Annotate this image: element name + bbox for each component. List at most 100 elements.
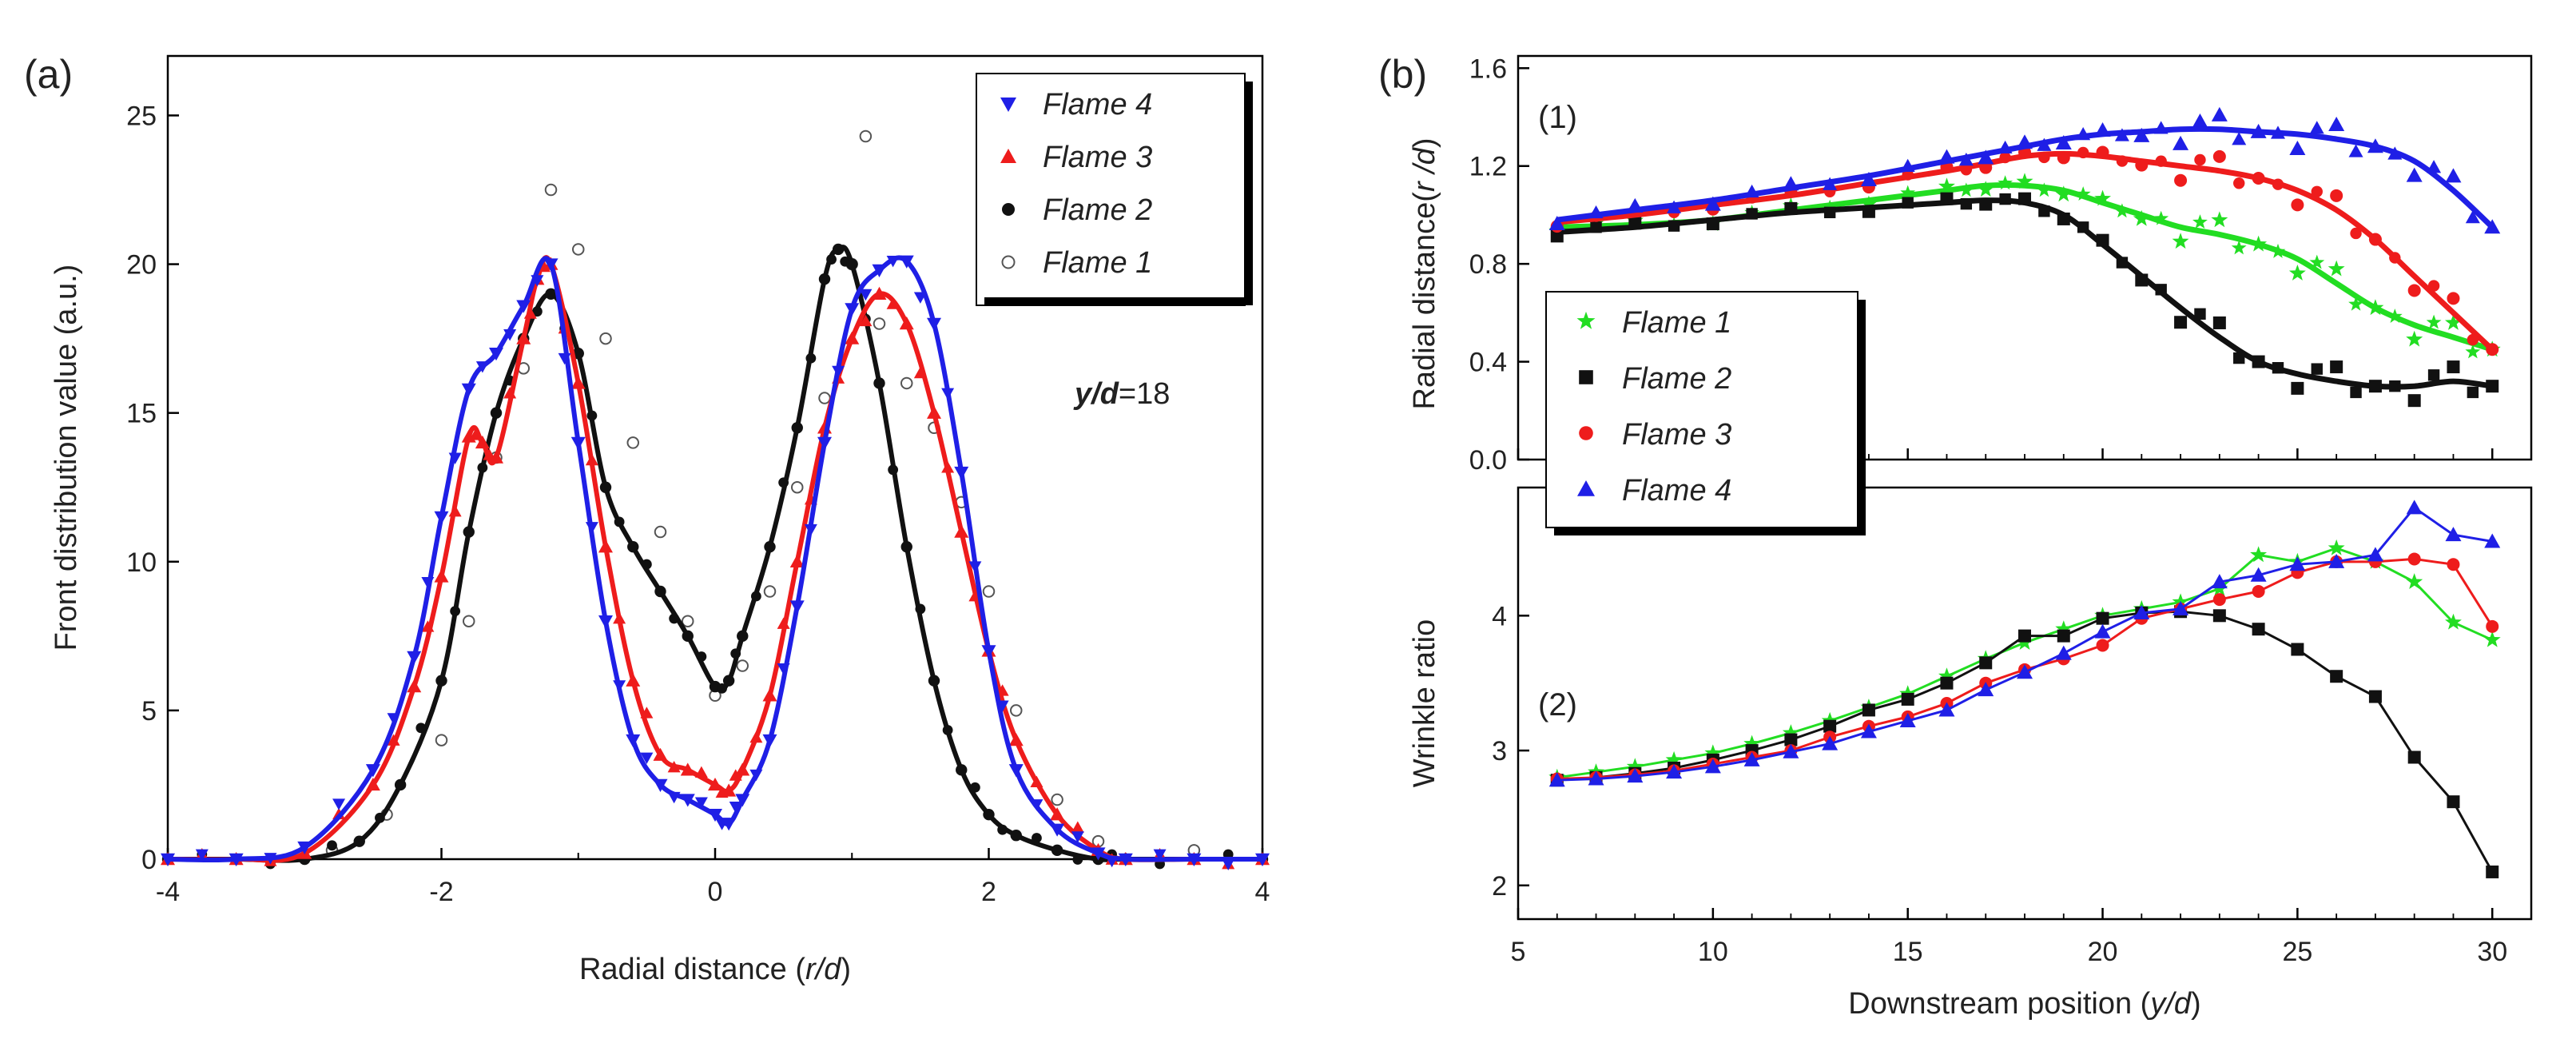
panel-a-data-point xyxy=(900,540,912,553)
panel-b1-sublabel: (1) xyxy=(1538,100,1577,135)
panel-a-legend-marker xyxy=(1000,149,1016,163)
panel-b2-data-point xyxy=(2483,631,2501,647)
panel-a-data-point xyxy=(469,428,483,440)
panel-b2-data-point xyxy=(2017,664,2033,679)
panel-b1-data-point xyxy=(2272,362,2284,374)
panel-a-data-point xyxy=(572,243,585,256)
panel-a-xtick-label: -4 xyxy=(156,877,180,907)
panel-a-data-point xyxy=(490,407,503,419)
panel-b1-data-point xyxy=(2447,360,2460,374)
panel-b2-series-line xyxy=(1556,547,2493,779)
panel-a-data-point xyxy=(503,387,517,399)
panel-b1-ytick-label: 0.4 xyxy=(1469,348,1507,378)
panel-a-data-point xyxy=(1030,775,1044,788)
panel-a-data-point xyxy=(764,540,776,553)
panel-a-data-point xyxy=(570,376,586,389)
panel-b2-data-point xyxy=(1899,712,1916,727)
panel-a-data-point xyxy=(415,723,427,734)
panel-b1-data-point xyxy=(2484,219,2501,234)
panel-b1-ytick-label: 0.0 xyxy=(1469,445,1507,476)
panel-b1-data-point xyxy=(1550,229,1564,243)
panel-b: 5 10 15 20 25 30 0.0 0.4 0.8 1.2 1.6 2 3 4 Downstream … xyxy=(1408,54,2533,1021)
panel-b1-data-point xyxy=(2328,117,2345,132)
panel-a-data-point xyxy=(407,651,422,664)
panel-b2-data-point xyxy=(1783,743,1799,758)
panel-b2-data-point xyxy=(2447,795,2460,809)
panel-a-data-point xyxy=(941,388,955,400)
panel-b2-data-point xyxy=(1626,758,1644,774)
panel-b1-data-point xyxy=(2116,257,2129,269)
panel-a-data-point xyxy=(763,585,777,598)
panel-b2-data-point xyxy=(1782,724,1799,740)
panel-b2-series-flame-1 xyxy=(1548,539,2501,785)
panel-a-ytick-label: 10 xyxy=(126,547,157,578)
panel-b1-data-point xyxy=(2077,221,2089,233)
panel-b-legend-label: Flame 3 xyxy=(1622,418,1731,452)
panel-a-data-point xyxy=(777,617,790,629)
panel-a-data-point xyxy=(613,680,626,692)
panel-a-legend-marker xyxy=(1002,203,1015,216)
panel-b2-xtick-label: 5 xyxy=(1511,937,1526,967)
panel-a-data-point xyxy=(1032,833,1042,843)
panel-a-data-point xyxy=(729,802,742,814)
panel-b2-data-point xyxy=(2018,629,2031,643)
panel-b1-data-point xyxy=(2348,296,2363,311)
panel-a-data-point xyxy=(969,782,980,793)
panel-b1-data-point xyxy=(1902,197,1914,209)
panel-a-data-point xyxy=(477,462,488,473)
panel-a-data-point xyxy=(1010,830,1022,842)
panel-a-data-point xyxy=(778,477,789,488)
panel-a-data-point xyxy=(859,289,873,301)
panel-b1-data-point xyxy=(2465,210,2480,224)
panel-a-data-point xyxy=(387,713,400,725)
panel-b1-data-point xyxy=(1978,149,1994,165)
panel-a-data-point xyxy=(913,292,927,304)
panel-a-data-point xyxy=(845,303,860,316)
panel-a-data-point xyxy=(1153,849,1167,861)
panel-a-data-point xyxy=(888,464,899,476)
panel-a-data-point xyxy=(696,651,707,662)
panel-b2-series-line xyxy=(1556,610,2494,873)
panel-b2-data-point xyxy=(2368,690,2382,703)
panel-b2-data-point xyxy=(2094,623,2111,639)
panel-b1-data-point xyxy=(1860,171,1877,186)
panel-b2-xtick-label: 25 xyxy=(2282,937,2312,967)
panel-b1-data-point xyxy=(1668,220,1680,232)
panel-b1-data-point xyxy=(2173,135,2189,150)
panel-b1-data-point xyxy=(2153,121,2169,134)
panel-a-series-line xyxy=(168,245,1262,863)
panel-b2-data-point xyxy=(2057,629,2070,643)
panel-b1-data-point xyxy=(1706,217,1719,231)
panel-a-data-point xyxy=(421,620,435,632)
panel-b-legend-label: Flame 1 xyxy=(1622,306,1731,340)
panel-b1-data-point xyxy=(1783,176,1799,191)
panel-a-data-point xyxy=(983,808,995,821)
panel-b1-data-point xyxy=(1860,195,1878,212)
panel-b1-data-point xyxy=(2271,125,2285,139)
panel-b2-xtick-label: 10 xyxy=(1698,937,1728,967)
panel-b1-data-point xyxy=(2114,128,2129,141)
panel-b1-data-point xyxy=(2368,233,2382,246)
panel-a-data-point xyxy=(599,332,612,345)
panel-a-data-point xyxy=(1072,854,1083,865)
panel-b1-data-point xyxy=(1548,216,1565,231)
panel-b1-data-point xyxy=(1938,149,1955,164)
panel-b1-data-point xyxy=(1746,208,1758,220)
panel-b2-data-point xyxy=(1588,770,1604,786)
panel-b1-data-point xyxy=(2407,284,2421,297)
panel-b1-data-point xyxy=(2270,243,2286,258)
panel-b1-data-point xyxy=(2272,178,2284,190)
panel-a-data-point xyxy=(435,675,447,687)
panel-a-data-point xyxy=(598,539,613,553)
panel-b2-data-point xyxy=(1940,676,1954,690)
panel-b2-xtick-label: 20 xyxy=(2088,937,2118,967)
panel-b2-data-point xyxy=(2406,500,2423,515)
panel-b-legend-marker xyxy=(1577,480,1595,496)
panel-a-legend-label: Flame 1 xyxy=(1043,246,1152,280)
panel-b2-data-point xyxy=(1822,735,1839,750)
panel-b2-xtick-label: 30 xyxy=(2477,937,2507,967)
panel-b1-data-point xyxy=(1999,151,2011,164)
panel-b1-data-point xyxy=(2077,146,2089,159)
panel-a-data-point xyxy=(873,377,885,389)
panel-b1-data-point xyxy=(1590,221,1602,233)
